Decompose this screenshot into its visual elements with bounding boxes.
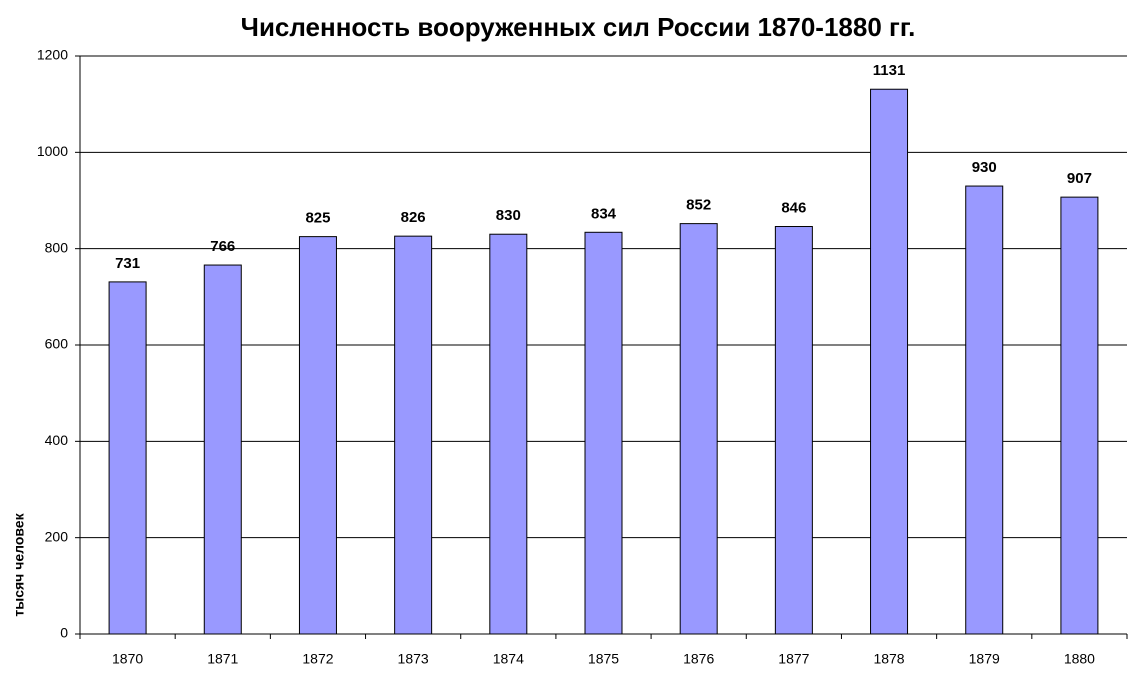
value-label: 825 <box>305 210 330 227</box>
bar <box>870 88 909 635</box>
bar <box>108 281 147 635</box>
value-label: 907 <box>1067 170 1092 187</box>
x-tick-label: 1872 <box>302 651 333 667</box>
x-tick-label: 1877 <box>778 651 809 667</box>
x-tick-label: 1876 <box>683 651 714 667</box>
bar <box>584 231 623 635</box>
value-label: 1131 <box>873 62 906 79</box>
y-tick-label: 600 <box>45 336 69 352</box>
bar <box>679 223 718 635</box>
x-tick-label: 1870 <box>112 651 143 667</box>
value-label: 830 <box>496 207 521 224</box>
x-tick-label: 1879 <box>969 651 1000 667</box>
y-tick-label: 200 <box>45 528 69 544</box>
value-label: 846 <box>781 199 806 216</box>
x-tick-label: 1880 <box>1064 651 1095 667</box>
bar <box>489 233 528 635</box>
bar <box>298 236 337 635</box>
value-label: 731 <box>115 255 140 272</box>
x-tick-label: 1878 <box>873 651 904 667</box>
x-tick-label: 1871 <box>207 651 238 667</box>
value-label: 766 <box>210 238 235 255</box>
chart-title: Численность вооруженных сил России 1870-… <box>241 12 916 42</box>
value-label: 852 <box>686 197 711 214</box>
value-label: 930 <box>972 159 997 176</box>
y-tick-label: 1000 <box>37 143 68 159</box>
bar <box>1060 196 1099 635</box>
bar <box>965 185 1004 635</box>
x-tick-label: 1873 <box>398 651 429 667</box>
value-label: 834 <box>591 205 617 222</box>
y-tick-label: 400 <box>45 432 69 448</box>
y-tick-label: 0 <box>60 625 68 641</box>
value-label: 826 <box>401 209 426 226</box>
y-axis-label: тысяч человек <box>11 512 27 616</box>
y-tick-label: 800 <box>45 239 69 255</box>
bar <box>203 264 242 635</box>
bar <box>774 226 813 635</box>
x-tick-label: 1875 <box>588 651 619 667</box>
x-tick-label: 1874 <box>493 651 524 667</box>
bar <box>394 235 433 635</box>
y-tick-label: 1200 <box>37 47 68 63</box>
